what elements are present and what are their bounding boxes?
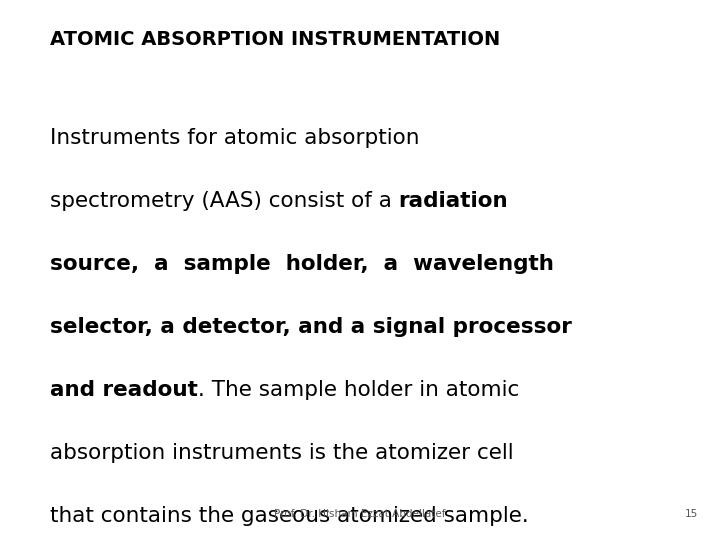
Text: selector, a detector, and a signal processor: selector, a detector, and a signal proce… [50,317,572,337]
Text: source,  a  sample  holder,  a  wavelength: source, a sample holder, a wavelength [50,254,554,274]
Text: Instruments for atomic absorption: Instruments for atomic absorption [50,128,420,148]
Text: absorption instruments is the atomizer cell: absorption instruments is the atomizer c… [50,443,513,463]
Text: that contains the gaseous atomized sample.: that contains the gaseous atomized sampl… [50,506,528,526]
Text: ATOMIC ABSORPTION INSTRUMENTATION: ATOMIC ABSORPTION INSTRUMENTATION [50,30,500,49]
Text: Prof. Dr. Hisham Ezzat Abdellatef: Prof. Dr. Hisham Ezzat Abdellatef [274,509,446,519]
Text: spectrometry (AAS) consist of a: spectrometry (AAS) consist of a [50,191,399,211]
Text: and readout: and readout [50,380,198,400]
Text: radiation: radiation [399,191,508,211]
Text: 15: 15 [685,509,698,519]
Text: . The sample holder in atomic: . The sample holder in atomic [198,380,519,400]
